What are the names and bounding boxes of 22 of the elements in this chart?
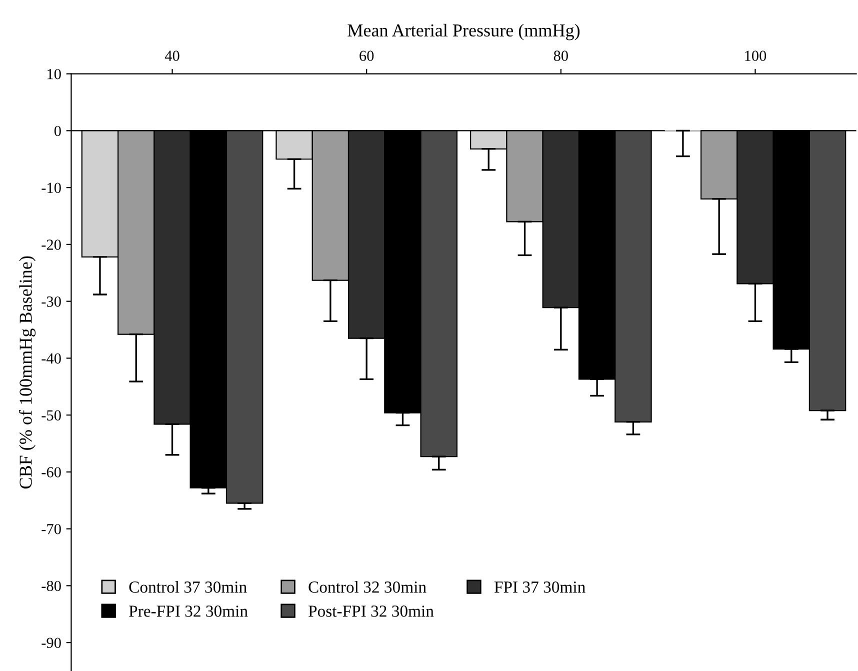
- legend-label: Post-FPI 32 30min: [308, 606, 434, 617]
- y-tick-label: -80: [42, 580, 61, 592]
- x-tick-label: 100: [745, 50, 766, 61]
- y-tick-label: -30: [42, 296, 61, 307]
- x-axis-title: Mean Arterial Pressure (mmHg): [348, 24, 580, 40]
- y-tick-label: -40: [42, 353, 61, 364]
- legend-label: Control 32 30min: [308, 581, 426, 593]
- y-tick-label: -50: [42, 410, 61, 421]
- legend-label: FPI 37 30min: [494, 581, 586, 593]
- y-tick-label: -60: [42, 467, 61, 478]
- y-tick-label: -10: [42, 182, 61, 194]
- legend-label: Pre-FPI 32 30min: [129, 606, 248, 617]
- x-tick-label: 60: [360, 50, 374, 61]
- y-tick-label: 10: [48, 68, 61, 80]
- x-tick-label: 40: [164, 50, 180, 61]
- y-tick-label: -20: [42, 240, 61, 250]
- y-tick-label: -90: [42, 638, 61, 648]
- y-axis-title: CBF (% of 100mmHg Baseline): [18, 256, 36, 489]
- legend-label: Control 37 30min: [129, 581, 247, 593]
- y-tick-label: -70: [42, 524, 61, 534]
- y-tick-label: 0: [54, 126, 61, 136]
- x-tick-label: 80: [554, 50, 568, 61]
